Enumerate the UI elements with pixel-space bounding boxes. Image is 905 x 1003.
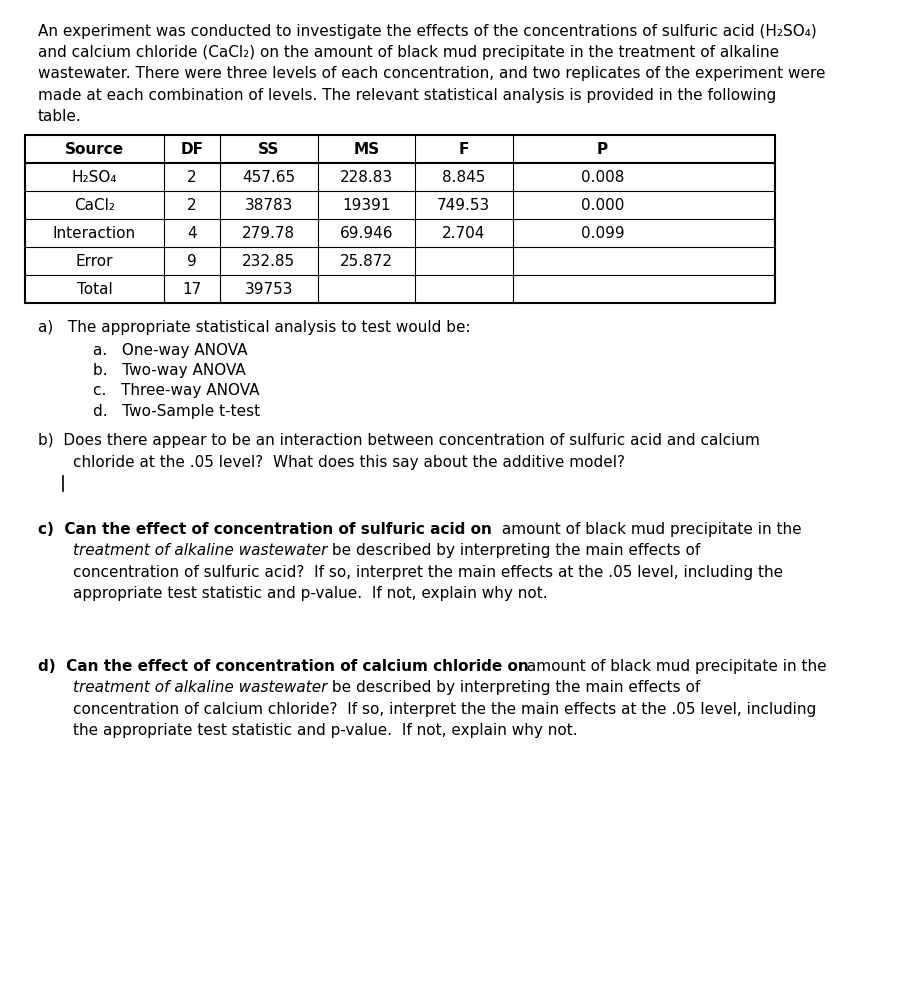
Text: CaCl₂: CaCl₂ (74, 198, 115, 213)
Text: 457.65: 457.65 (243, 171, 295, 186)
Text: 279.78: 279.78 (243, 226, 295, 241)
Text: 69.946: 69.946 (339, 226, 393, 241)
Text: appropriate test statistic and p-value.  If not, explain why not.: appropriate test statistic and p-value. … (73, 586, 548, 601)
Text: made at each combination of levels. The relevant statistical analysis is provide: made at each combination of levels. The … (38, 87, 776, 102)
Text: DF: DF (180, 142, 204, 157)
Text: b)  Does there appear to be an interaction between concentration of sulfuric aci: b) Does there appear to be an interactio… (38, 433, 760, 447)
Text: Source: Source (65, 142, 124, 157)
Text: treatment of alkaline wastewater: treatment of alkaline wastewater (73, 680, 328, 694)
Text: c.   Three-way ANOVA: c. Three-way ANOVA (93, 383, 260, 398)
Text: a.   One-way ANOVA: a. One-way ANOVA (93, 342, 247, 357)
Text: the appropriate test statistic and p-value.  If not, explain why not.: the appropriate test statistic and p-val… (73, 722, 577, 737)
Text: F: F (459, 142, 469, 157)
Text: a)   The appropriate statistical analysis to test would be:: a) The appropriate statistical analysis … (38, 320, 471, 335)
Text: be described by interpreting the main effects of: be described by interpreting the main ef… (328, 543, 700, 558)
Text: 0.099: 0.099 (581, 226, 624, 241)
Text: An experiment was conducted to investigate the effects of the concentrations of : An experiment was conducted to investiga… (38, 24, 816, 39)
Text: amount of black mud precipitate in the: amount of black mud precipitate in the (497, 522, 802, 537)
Text: 8.845: 8.845 (442, 171, 485, 186)
Text: 2: 2 (187, 198, 196, 213)
Text: d.   Two-Sample t-test: d. Two-Sample t-test (93, 403, 260, 418)
Text: d)  Can the effect of concentration of calcium chloride on: d) Can the effect of concentration of ca… (38, 658, 529, 673)
Text: c)  Can the effect of concentration of sulfuric acid on: c) Can the effect of concentration of su… (38, 522, 492, 537)
Text: SS: SS (258, 142, 280, 157)
Text: amount of black mud precipitate in the: amount of black mud precipitate in the (522, 658, 826, 673)
Text: Error: Error (76, 254, 113, 269)
Text: concentration of calcium chloride?  If so, interpret the the main effects at the: concentration of calcium chloride? If so… (73, 701, 816, 716)
Text: and calcium chloride (CaCl₂) on the amount of black mud precipitate in the treat: and calcium chloride (CaCl₂) on the amou… (38, 45, 779, 60)
Text: 25.872: 25.872 (339, 254, 393, 269)
Text: 4: 4 (187, 226, 196, 241)
Text: b.   Two-way ANOVA: b. Two-way ANOVA (93, 363, 246, 377)
Text: 17: 17 (182, 282, 202, 297)
Text: MS: MS (353, 142, 379, 157)
Text: 38783: 38783 (244, 198, 293, 213)
Bar (25, 135, 775, 304)
Text: 39753: 39753 (244, 282, 293, 297)
Text: treatment of alkaline wastewater: treatment of alkaline wastewater (73, 543, 328, 558)
Text: 232.85: 232.85 (243, 254, 295, 269)
Text: concentration of sulfuric acid?  If so, interpret the main effects at the .05 le: concentration of sulfuric acid? If so, i… (73, 564, 783, 579)
Text: chloride at the .05 level?  What does this say about the additive model?: chloride at the .05 level? What does thi… (73, 454, 625, 469)
Text: 0.000: 0.000 (581, 198, 624, 213)
Text: Total: Total (77, 282, 112, 297)
Text: 19391: 19391 (342, 198, 390, 213)
Text: P: P (597, 142, 608, 157)
Text: 228.83: 228.83 (339, 171, 393, 186)
Text: 749.53: 749.53 (437, 198, 491, 213)
Text: be described by interpreting the main effects of: be described by interpreting the main ef… (328, 680, 700, 694)
Text: 0.008: 0.008 (581, 171, 624, 186)
Text: H₂SO₄: H₂SO₄ (71, 171, 117, 186)
Text: table.: table. (38, 109, 81, 123)
Text: wastewater. There were three levels of each concentration, and two replicates of: wastewater. There were three levels of e… (38, 66, 825, 81)
Text: 2: 2 (187, 171, 196, 186)
Text: 2.704: 2.704 (442, 226, 485, 241)
Text: 9: 9 (187, 254, 196, 269)
Text: Interaction: Interaction (52, 226, 136, 241)
